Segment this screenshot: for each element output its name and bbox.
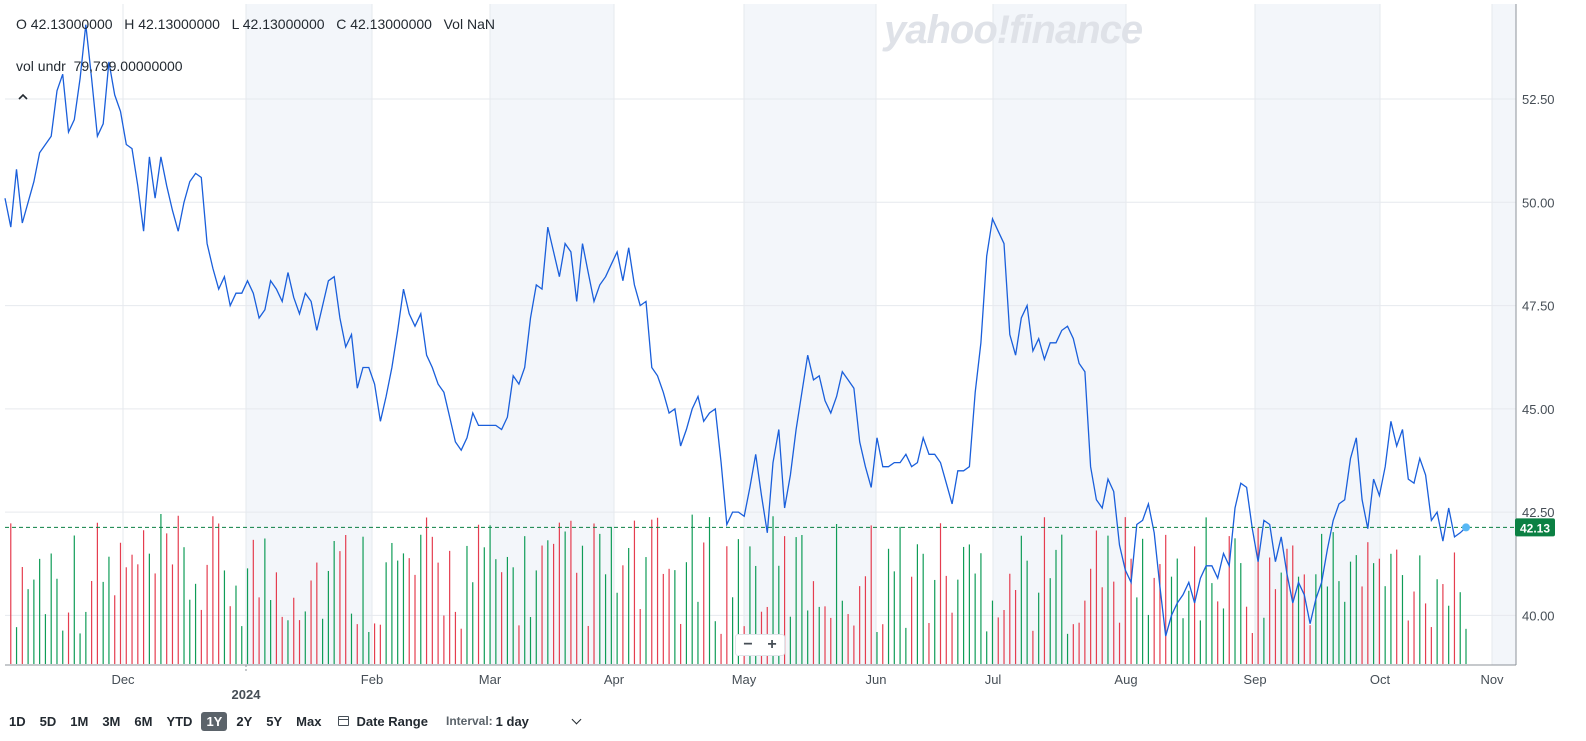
x-tick-label: Sep: [1243, 672, 1266, 687]
interval-value: 1 day: [495, 713, 529, 729]
month-band: [490, 4, 614, 665]
range-max-button[interactable]: Max: [296, 713, 322, 729]
ohlc-readout: O 42.13000000 H 42.13000000 L 42.1300000…: [16, 16, 495, 32]
y-tick-label: 50.00: [1522, 195, 1555, 210]
y-tick-label: 40.00: [1522, 608, 1555, 623]
x-tick-label: Nov: [1480, 672, 1504, 687]
x-tick-label: 2024: [232, 687, 262, 702]
month-band: [744, 4, 876, 665]
x-tick-label: Feb: [361, 672, 383, 687]
y-tick-label: 52.50: [1522, 92, 1555, 107]
zoom-in-button[interactable]: +: [767, 636, 777, 653]
y-tick-label: 42.50: [1522, 505, 1555, 520]
yahoo-finance-watermark: yahoo!finance: [884, 8, 1143, 52]
date-range-button[interactable]: Date Range: [338, 714, 428, 729]
range-6m-button[interactable]: 6M: [134, 713, 153, 729]
last-price-badge: [1515, 518, 1555, 537]
chevron-down-icon: [571, 714, 582, 724]
collapse-indicator-icon[interactable]: [17, 90, 31, 104]
month-band: [1255, 4, 1380, 665]
range-1d-button[interactable]: 1D: [9, 713, 26, 729]
x-tick-label: May: [732, 672, 757, 687]
range-ytd-button[interactable]: YTD: [166, 713, 193, 729]
y-tick-label: 45.00: [1522, 402, 1555, 417]
interval-dropdown[interactable]: Interval: 1 day: [445, 713, 582, 729]
zoom-out-button[interactable]: −: [743, 636, 753, 653]
range-5y-button[interactable]: 5Y: [266, 713, 283, 729]
x-tick-label: Mar: [479, 672, 502, 687]
y-tick-label: 47.50: [1522, 299, 1555, 314]
range-2y-button[interactable]: 2Y: [236, 713, 253, 729]
last-price-label: 42.13: [1520, 521, 1550, 535]
price-line: [4, 24, 1467, 637]
zoom-controls: − +: [735, 634, 785, 656]
range-5d-button[interactable]: 5D: [39, 713, 57, 729]
interval-label: Interval:: [445, 714, 493, 728]
x-tick-label: Jun: [866, 672, 887, 687]
x-tick-label: Aug: [1114, 672, 1137, 687]
x-tick-label: Jul: [985, 672, 1002, 687]
range-3m-button[interactable]: 3M: [102, 713, 121, 729]
calendar-icon: [338, 716, 350, 726]
x-tick-label: Dec: [111, 672, 135, 687]
last-price-dot: [1462, 523, 1470, 532]
date-range-label: Date Range: [356, 713, 428, 729]
volume-indicator-label: vol undr 79,799.00000000: [16, 58, 183, 74]
range-toolbar: 1D 5D 1M 3M 6M YTD 1Y 2Y 5Y Max Date Ran…: [0, 709, 600, 733]
range-1m-button[interactable]: 1M: [70, 713, 89, 729]
month-band: [1492, 4, 1516, 665]
range-1y-button[interactable]: 1Y: [201, 711, 228, 731]
x-tick-label: Apr: [604, 672, 625, 687]
x-tick-label: Oct: [1370, 672, 1391, 687]
